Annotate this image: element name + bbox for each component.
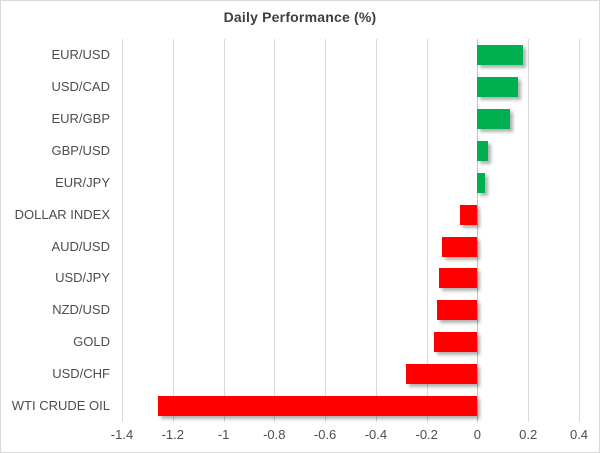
x-tick-label: -1.2 <box>161 427 184 442</box>
chart-title: Daily Performance (%) <box>223 9 377 25</box>
category-label-eur-usd: EUR/USD <box>51 47 110 62</box>
category-label-dollar-index: DOLLAR INDEX <box>14 206 110 222</box>
bar-eur-gbp <box>477 108 511 129</box>
x-tick-label: -0.8 <box>263 427 286 442</box>
bar-usd-chf <box>406 364 478 385</box>
category-label-eur-jpy: EUR/JPY <box>55 174 110 190</box>
bar-eur-usd <box>477 45 524 65</box>
x-tick-label: 0.2 <box>519 427 538 442</box>
category-label-usd-jpy: USD/JPY <box>55 270 110 286</box>
gridline <box>122 39 123 422</box>
gridline <box>426 39 428 422</box>
category-label-gbp-usd: GBP/USD <box>51 142 110 158</box>
x-tick-label: -0.2 <box>415 427 438 442</box>
bar-aud-usd <box>441 236 478 257</box>
bar-gbp-usd <box>477 140 488 161</box>
bar-wti-crude-oil <box>157 396 478 416</box>
category-label-nzd-usd: NZD/USD <box>52 302 110 318</box>
gridline <box>528 39 530 422</box>
bar-gold <box>434 332 478 353</box>
bar-usd-jpy <box>439 268 478 289</box>
gridline <box>172 39 174 422</box>
x-tick-label: 0.4 <box>569 427 589 442</box>
bar-dollar-index <box>459 204 478 225</box>
bar-eur-jpy <box>477 172 485 193</box>
gridline <box>375 39 377 422</box>
value-axis: -1.4 -1.2 -1 -0.8 -0.6 -0.4 -0.2 0 0.2 0.4 <box>111 427 588 447</box>
gridline <box>274 39 276 422</box>
gridline <box>579 39 580 422</box>
bar-usd-cad <box>477 76 518 97</box>
x-tick-label: -1.4 <box>110 427 134 442</box>
category-label-wti-crude-oil: WTI CRUDE OIL <box>11 398 110 413</box>
x-tick-label: 0 <box>473 427 482 442</box>
category-label-usd-cad: USD/CAD <box>51 78 110 94</box>
gridline <box>223 39 225 422</box>
gridline <box>325 39 327 422</box>
x-tick-label: -1 <box>217 427 230 442</box>
category-label-usd-chf: USD/CHF <box>52 366 110 382</box>
category-axis: EUR/USD USD/CAD EUR/GBP GBP/USD EUR/JPY DOLLA… <box>1 39 114 422</box>
x-tick-label: -0.6 <box>313 427 337 442</box>
bar-nzd-usd <box>436 300 478 321</box>
category-label-gold: GOLD <box>73 334 110 350</box>
x-tick-label: -0.4 <box>364 427 388 442</box>
category-label-eur-gbp: EUR/GBP <box>51 110 110 126</box>
plot-area <box>122 39 580 422</box>
zero-axis-line <box>477 39 479 422</box>
category-label-aud-usd: AUD/USD <box>51 238 110 254</box>
